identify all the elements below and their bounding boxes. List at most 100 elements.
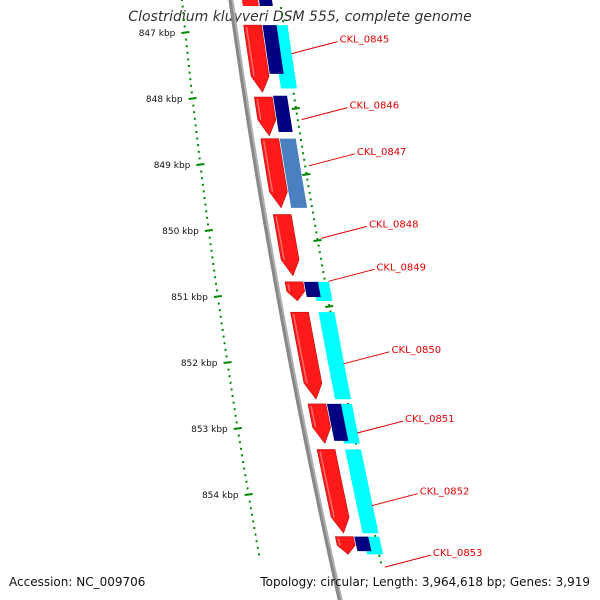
tick-minor [201, 177, 204, 180]
tick-outer [292, 92, 295, 95]
tick-outer [323, 277, 326, 280]
tick-minor [197, 150, 200, 153]
tick-minor [185, 45, 188, 48]
gene-arrow-ckl_0846-shine [256, 98, 262, 121]
tick-minor [239, 447, 242, 450]
gene-arrow-ckl_0853-shine [337, 538, 341, 546]
tick-major [204, 229, 213, 232]
tick-minor [252, 520, 255, 523]
tick-minor [245, 480, 248, 483]
tick-minor [227, 368, 230, 371]
track-cyan-segment [318, 312, 352, 400]
tick-minor [200, 170, 203, 173]
leader-line [356, 420, 404, 434]
tick-minor [193, 111, 196, 114]
gene-label-ckl_0853: CKL_0853 [433, 548, 483, 559]
gene-arrow-ckl_0845 [243, 24, 270, 93]
tick-outer [329, 310, 332, 313]
gene-label-ckl_0849: CKL_0849 [376, 262, 426, 273]
gene-label-ckl_0848: CKL_0848 [369, 219, 419, 230]
tick-minor [220, 322, 223, 325]
leader-line [320, 225, 368, 239]
leader-line [343, 351, 390, 365]
track-navy-segment [273, 95, 293, 132]
tick-minor [185, 38, 188, 41]
tick-outer [321, 264, 324, 267]
leader-line [301, 107, 348, 121]
tick-outer [317, 244, 320, 247]
tick-outer [307, 185, 310, 188]
tick-outer [374, 535, 377, 537]
tick-minor [189, 78, 192, 81]
gene-arrow-ckl_0852 [316, 449, 350, 534]
tick-outer-major [313, 239, 322, 242]
tick-minor [187, 65, 190, 67]
tick-minor [208, 236, 211, 239]
tick-minor [223, 342, 226, 345]
tick-minor [183, 18, 186, 21]
tick-minor [243, 467, 246, 470]
tick-minor [219, 315, 222, 318]
tick-minor [235, 421, 238, 424]
tick-outer [304, 165, 307, 168]
gene-arrow-ckl_0847 [260, 138, 288, 209]
tick-outer [310, 205, 313, 207]
gene-label-ckl_0850: CKL_0850 [392, 345, 442, 356]
tick-outer [281, 20, 284, 23]
track-navy-segment [354, 536, 372, 552]
kbp-label: 848 kbp [146, 95, 183, 105]
tick-outer [316, 238, 319, 240]
gene-arrow-ckl_0847-shine [263, 140, 274, 193]
tick-minor [238, 441, 241, 444]
tick-minor [214, 276, 217, 279]
tick-minor [215, 289, 218, 292]
tick-minor [198, 157, 201, 160]
tick-minor [202, 190, 205, 193]
tick-major [196, 163, 205, 166]
tick-outer [311, 211, 314, 214]
gene-arrow-ckl_0849 [284, 281, 306, 302]
tick-minor [203, 197, 206, 199]
tick-minor [196, 137, 199, 140]
tick-minor [188, 71, 191, 74]
gene-arrow-ckl_0853 [334, 536, 356, 555]
map-title: Clostridium kluyveri DSM 555, complete g… [128, 9, 472, 25]
tick-outer [302, 152, 305, 155]
tick-minor [186, 51, 189, 54]
tick-outer [379, 561, 382, 564]
tick-minor [251, 513, 254, 516]
backbone-arc [228, 0, 343, 600]
tick-minor [181, 5, 184, 8]
tick-outer [328, 304, 331, 306]
tick-outer [315, 231, 318, 234]
tick-minor [229, 381, 232, 384]
gene-arrow-ckl_0846 [253, 96, 277, 137]
gene-arrow-ckl_0850-shine [292, 314, 308, 384]
tick-minor [246, 487, 249, 490]
gene-arrows [243, 24, 356, 555]
kbp-label: 854 kbp [202, 491, 239, 501]
gene-arrow-ckl_0848 [272, 214, 300, 277]
leader-line [384, 554, 431, 568]
tick-major [233, 427, 242, 430]
tick-outer [354, 442, 357, 445]
gene-arrow-ckl_0852-shine [319, 451, 335, 518]
tick-outer [281, 13, 284, 16]
tick-major [223, 361, 232, 364]
tick-outer [308, 191, 311, 194]
tick-minor [206, 216, 209, 219]
tick-minor [190, 91, 193, 94]
tick-minor [183, 25, 186, 28]
tick-outer [299, 139, 302, 141]
tick-minor [231, 395, 234, 397]
tick-minor [234, 414, 237, 417]
gene-labels: CKL_0845 CKL_0846 CKL_0847 CKL_0848 CKL_0849… [291, 35, 483, 568]
tick-minor [193, 117, 196, 120]
tick-minor [225, 355, 228, 358]
tick-minor [254, 533, 257, 536]
tick-minor [187, 58, 190, 61]
tick-minor [255, 540, 258, 543]
tick-minor [237, 434, 240, 437]
tick-minor [224, 348, 227, 351]
tick-outer [378, 554, 381, 557]
